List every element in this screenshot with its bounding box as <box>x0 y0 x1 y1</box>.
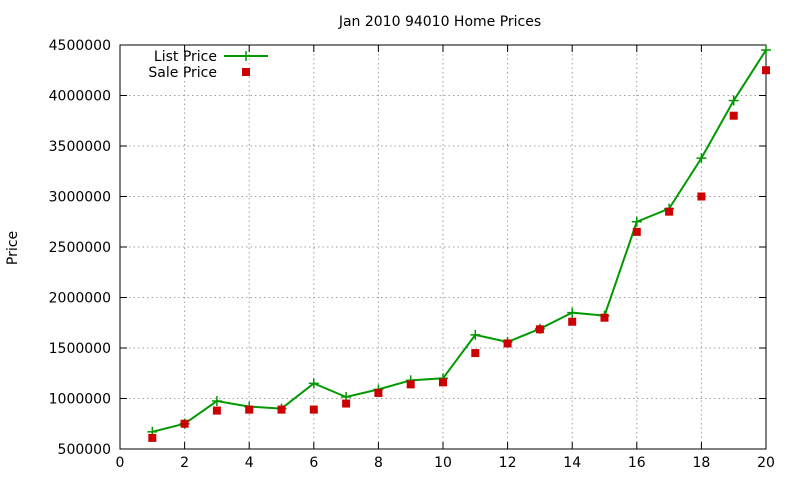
legend-label-list-price: List Price <box>154 49 217 65</box>
sale-price-point <box>697 192 706 201</box>
y-tick-label: 500000 <box>58 442 111 458</box>
list-price-point <box>567 307 578 318</box>
sale-price-point <box>665 207 674 216</box>
list-price-line <box>152 49 767 433</box>
x-tick-label: 12 <box>499 455 517 471</box>
sale-price-point <box>212 406 221 415</box>
x-tick-label: 6 <box>309 455 318 471</box>
list-price-point <box>696 153 707 164</box>
sale-price-point <box>439 378 447 387</box>
sale-price-point <box>406 380 415 389</box>
y-tick-label: 1500000 <box>49 341 111 357</box>
sale-price-point <box>503 339 512 348</box>
y-tick-label: 1000000 <box>49 392 111 408</box>
sale-price-point <box>535 325 544 334</box>
axis-ticks: 0 2 4 6 8 10 12 14 16 18 20 500000 1000000 1500000 200… <box>49 38 775 471</box>
y-tick-label: 4500000 <box>49 38 111 54</box>
list-price-point <box>631 216 642 227</box>
sale-price-point <box>568 317 577 326</box>
list-price-point <box>470 329 481 340</box>
x-tick-label: 0 <box>116 455 125 471</box>
chart-title: Jan 2010 94010 Home Prices <box>338 14 541 30</box>
y-axis-label: Price <box>5 231 21 265</box>
list-price-point <box>211 396 222 407</box>
sale-price-point <box>374 388 383 397</box>
grid-lines <box>120 45 766 449</box>
x-tick-label: 8 <box>374 455 383 471</box>
list-price-point <box>728 95 739 106</box>
sale-price-point <box>309 405 318 414</box>
sale-price-point <box>471 349 480 358</box>
x-tick-label: 20 <box>757 455 775 471</box>
series-layer <box>147 45 771 442</box>
sale-price-point <box>148 433 157 442</box>
list-price-point <box>761 45 771 56</box>
x-tick-label: 14 <box>563 455 581 471</box>
legend-swatch-list-price <box>224 51 268 61</box>
sale-price-point <box>600 313 609 322</box>
y-tick-label: 3000000 <box>49 190 111 206</box>
x-tick-label: 18 <box>692 455 710 471</box>
sale-price-point <box>632 227 641 236</box>
legend: List Price Sale Price <box>148 49 268 81</box>
y-tick-label: 2000000 <box>49 291 111 307</box>
y-tick-label: 2500000 <box>49 240 111 256</box>
sale-price-point <box>342 399 351 408</box>
sale-price-point <box>180 419 189 428</box>
sale-price-point <box>245 405 254 414</box>
sale-price-point <box>277 405 286 414</box>
x-tick-label: 10 <box>434 455 452 471</box>
legend-label-sale-price: Sale Price <box>148 65 217 81</box>
y-tick-label: 3500000 <box>49 139 111 155</box>
y-tick-label: 4000000 <box>49 89 111 105</box>
legend-swatch-sale-price <box>242 68 250 76</box>
legend-marker <box>242 68 250 76</box>
sale-price-point <box>729 111 738 120</box>
list-price-point <box>308 378 319 389</box>
x-tick-label: 16 <box>628 455 646 471</box>
sale-price-point <box>762 66 770 75</box>
x-tick-label: 2 <box>180 455 189 471</box>
legend-marker <box>241 51 251 61</box>
x-tick-label: 4 <box>245 455 254 471</box>
